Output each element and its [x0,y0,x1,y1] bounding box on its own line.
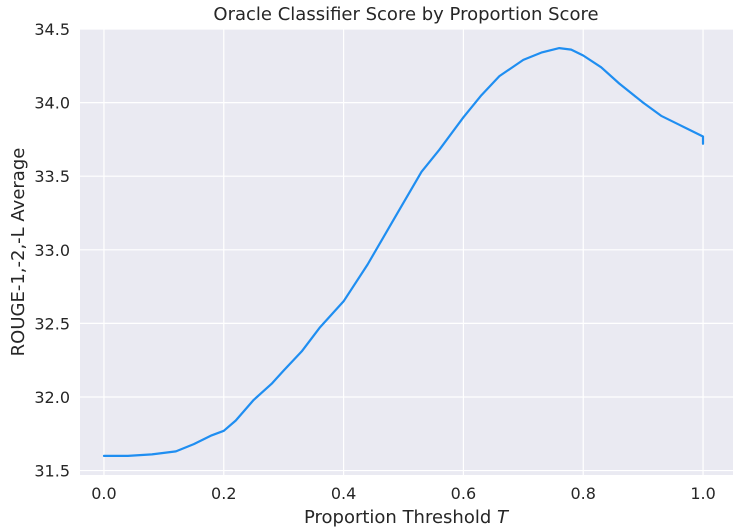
x-tick-label: 0.2 [211,484,236,503]
chart-title: Oracle Classifier Score by Proportion Sc… [213,4,598,25]
x-axis-label-text: Proportion Threshold [304,507,491,528]
x-tick-label: 0.8 [571,484,596,503]
y-tick-label: 34.0 [34,94,70,113]
grid-lines [80,28,733,475]
y-axis-label: ROUGE-1,-2,-L Average [8,148,29,357]
y-tick-label: 33.5 [34,167,70,186]
y-tick-label: 32.0 [34,388,70,407]
x-axis-label: Proportion Threshold T [304,507,510,528]
y-tick-label: 33.0 [34,241,70,260]
x-axis-label-variable: T [497,507,510,528]
x-tick-label: 0.0 [91,484,116,503]
y-tick-label: 32.5 [34,314,70,333]
plot-area [80,29,733,475]
x-tick-label: 1.0 [690,484,715,503]
x-tick-labels: 0.0 0.2 0.4 0.6 0.8 1.0 [91,484,716,503]
x-tick-label: 0.6 [451,484,476,503]
series-line [102,47,705,457]
x-tick-label: 0.4 [331,484,356,503]
y-tick-label: 31.5 [34,462,70,481]
y-tick-labels: 31.5 32.0 32.5 33.0 33.5 34.0 34.5 [34,20,70,481]
y-tick-label: 34.5 [34,20,70,39]
